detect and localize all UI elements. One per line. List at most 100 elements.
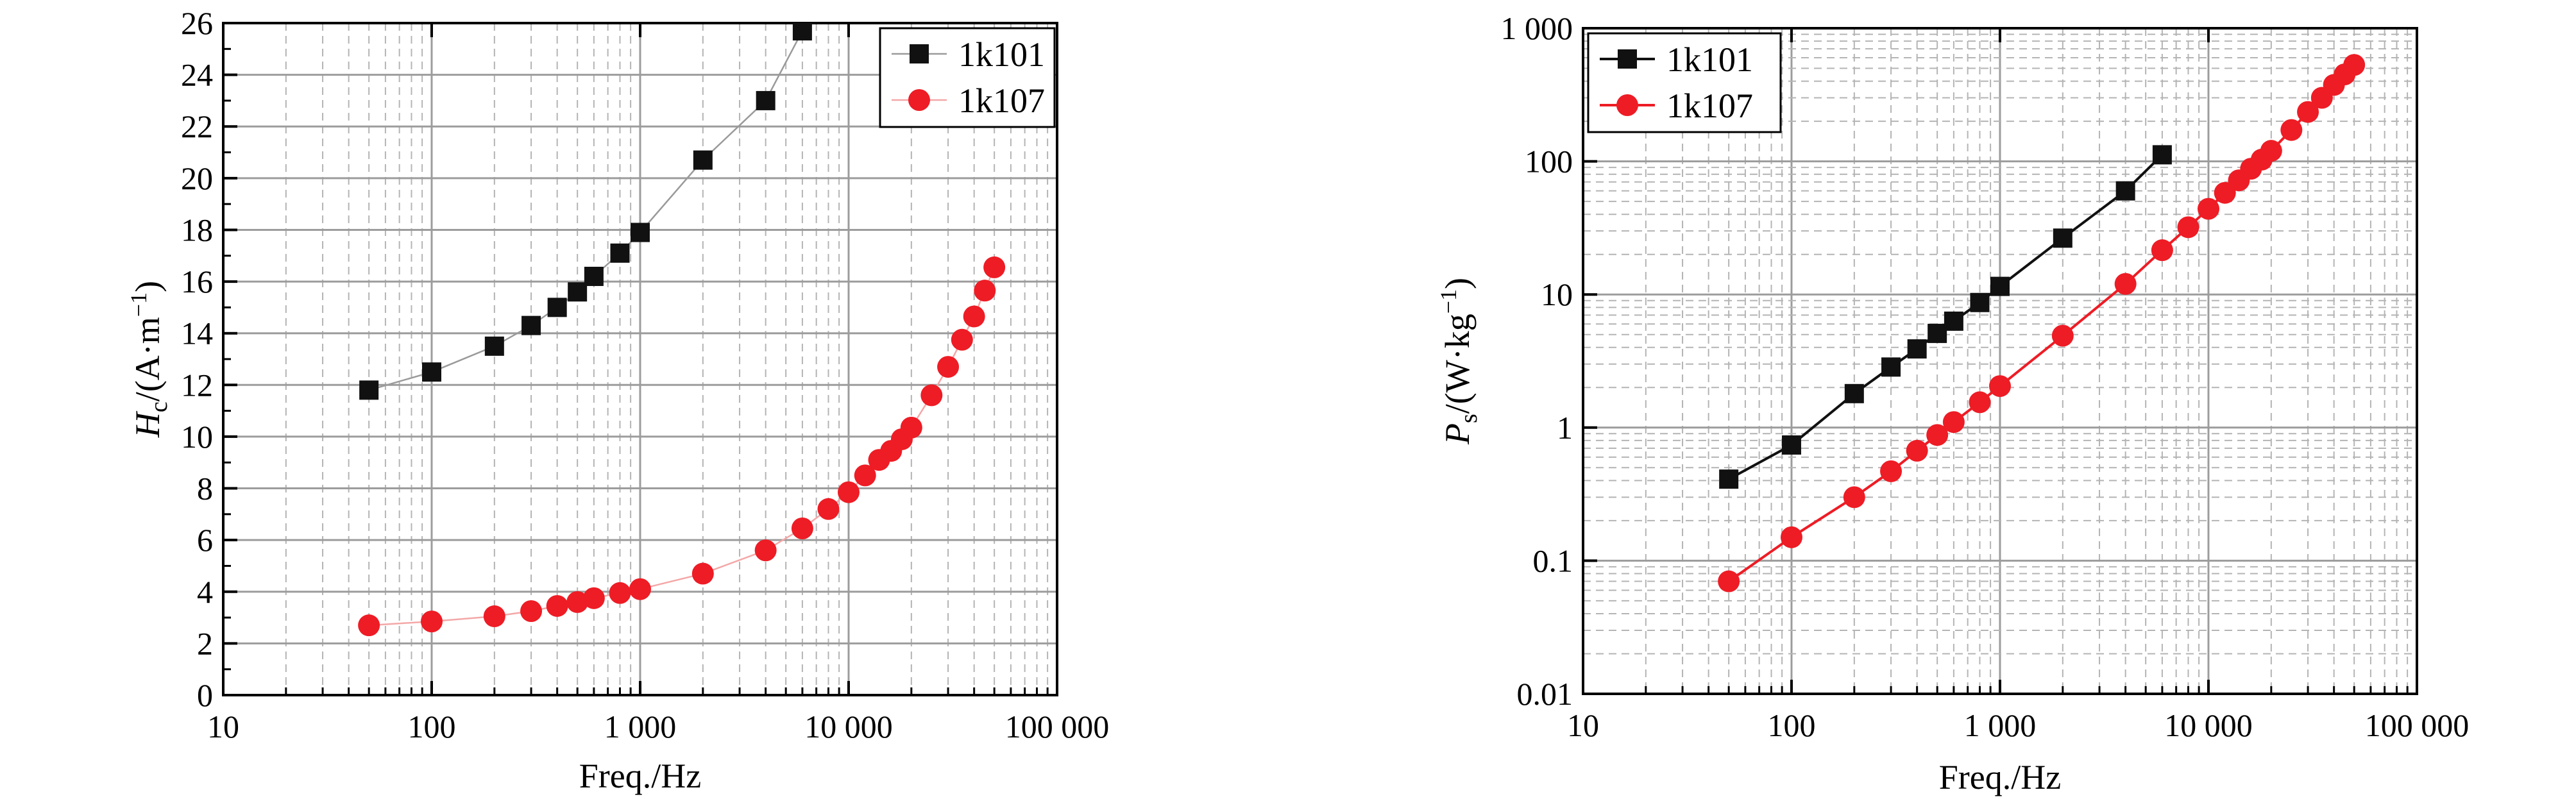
hc-point-1k107 [629,578,651,600]
ps-point-1k101 [2053,228,2072,248]
ps-ytick-label: 10 [1541,276,1573,312]
ps-y-title-subscript: s [1455,414,1482,423]
ps-line-1k107 [1728,63,2355,583]
hc-point-1k101 [521,315,541,335]
ps-ytick-label: 0.01 [1517,676,1573,712]
ps-point-1k101 [1970,292,1990,312]
ps-y-axis-title: Ps/(W·kg−1) [1436,278,1482,445]
hc-x-axis-title: Freq./Hz [579,757,701,795]
ps-ytick-label: 100 [1525,144,1573,180]
hc-point-1k107 [520,600,543,622]
hc-series-1k107 [358,256,1006,637]
ps-point-1k101 [2115,181,2135,201]
hc-point-1k101 [422,362,441,382]
hc-point-1k101 [359,380,379,400]
hc-ytick-label: 10 [181,419,213,455]
ps-y-title-symbol: P [1438,423,1477,445]
hc-ytick-label: 26 [181,5,213,41]
ps-point-1k107 [2177,216,2199,239]
hc-plot-area [358,23,1006,637]
ps-plot-area [1718,54,2366,593]
hc-point-1k101 [568,282,588,302]
hc-ytick-label: 12 [181,367,213,403]
hc-point-1k107 [754,539,777,562]
ps-point-1k107 [2343,54,2366,76]
hc-point-1k107 [566,591,589,613]
ps-ytick-label: 1 [1557,410,1573,446]
hc-ticks [222,22,1058,696]
ps-legend-label-1k107: 1k107 [1666,87,1753,125]
hc-ytick-label: 0 [197,677,213,713]
hc-y-title-unit: /(A·m [128,317,167,401]
hc-point-1k101 [484,336,504,356]
hc-legend-box [879,27,1056,128]
hc-ytick-label: 24 [181,57,213,93]
hc-line-1k101 [368,30,804,391]
hc-point-1k107 [791,517,813,540]
hc-xtick-label: 100 [408,709,456,744]
ps-xtick-label: 10 000 [2164,707,2253,743]
ps-point-1k107 [2260,140,2282,162]
hc-point-1k107 [582,587,605,609]
ps-point-1k107 [1843,486,1865,509]
ps-point-1k101 [1990,276,2010,296]
ps-point-1k107 [1880,460,1902,482]
ps-point-1k101 [1944,311,1963,331]
hc-point-1k107 [963,305,985,328]
ps-legend-label-1k101: 1k101 [1666,40,1753,79]
ps-point-1k107 [1906,439,1928,462]
ps-point-1k107 [2280,119,2303,141]
ps-y-title-unit: /(W·kg [1438,314,1477,414]
ps-tick-labels: 10 100 1 000 10 000 100 000 0.01 0.1 1 10 100 1 00… [1501,10,2470,743]
hc-ytick-label: 20 [181,160,213,196]
hc-point-1k101 [756,90,775,110]
ps-point-1k107 [2051,324,2074,347]
ps-point-1k101 [2152,145,2172,165]
hc-point-1k107 [838,481,860,503]
hc-series-1k101 [359,23,812,400]
ps-point-1k101 [1928,323,1947,343]
hc-chart: 10 100 1 000 10 000 100 00002468101214161820… [126,5,1109,795]
hc-legend-marker-1k107 [908,89,930,111]
ps-point-1k107 [2198,198,2219,220]
ps-xtick-label: 100 000 [2365,707,2470,743]
hc-point-1k107 [691,562,714,585]
ps-series-1k107 [1718,54,2366,593]
hc-y-title-subscript: c [146,401,173,412]
ps-ticks [1582,27,2418,695]
hc-point-1k107 [951,328,973,351]
ps-point-1k101 [1782,435,1801,455]
hc-ytick-label: 6 [197,522,213,558]
hc-y-title-symbol: H [128,410,167,438]
ps-grid [1582,27,2418,695]
hc-xtick-label: 1 000 [604,709,677,744]
hc-point-1k101 [547,298,567,317]
hc-point-1k107 [900,416,922,439]
hc-ytick-label: 16 [181,264,213,299]
hc-point-1k107 [920,384,943,407]
ps-point-1k107 [1781,526,1802,548]
ps-point-1k107 [1718,570,1740,593]
hc-point-1k107 [937,356,960,378]
ps-ytick-label: 1 000 [1501,10,1573,46]
ps-chart: 10 100 1 000 10 000 100 000 0.01 0.1 1 10 100 1 00… [1436,10,2469,796]
hc-point-1k107 [854,464,876,487]
ps-point-1k107 [2214,181,2236,204]
hc-xtick-label: 10 000 [804,709,893,744]
ps-point-1k107 [1969,391,1991,414]
ps-xtick-label: 100 [1768,707,1816,743]
hc-point-1k101 [610,243,630,263]
ps-point-1k107 [1989,375,2011,398]
ps-point-1k107 [1942,411,1965,433]
hc-y-title-exponent: −1 [126,292,151,317]
ps-y-title-close: ) [1438,278,1477,289]
ps-xtick-label: 10 [1567,707,1599,743]
hc-ytick-label: 8 [197,471,213,507]
ps-legend-marker-1k101 [1618,49,1637,69]
hc-point-1k107 [358,614,380,637]
hc-point-1k101 [584,267,604,287]
hc-legend: 1k101 1k107 [879,27,1056,128]
hc-legend-marker-1k101 [910,44,929,63]
ps-point-1k101 [1844,383,1864,403]
